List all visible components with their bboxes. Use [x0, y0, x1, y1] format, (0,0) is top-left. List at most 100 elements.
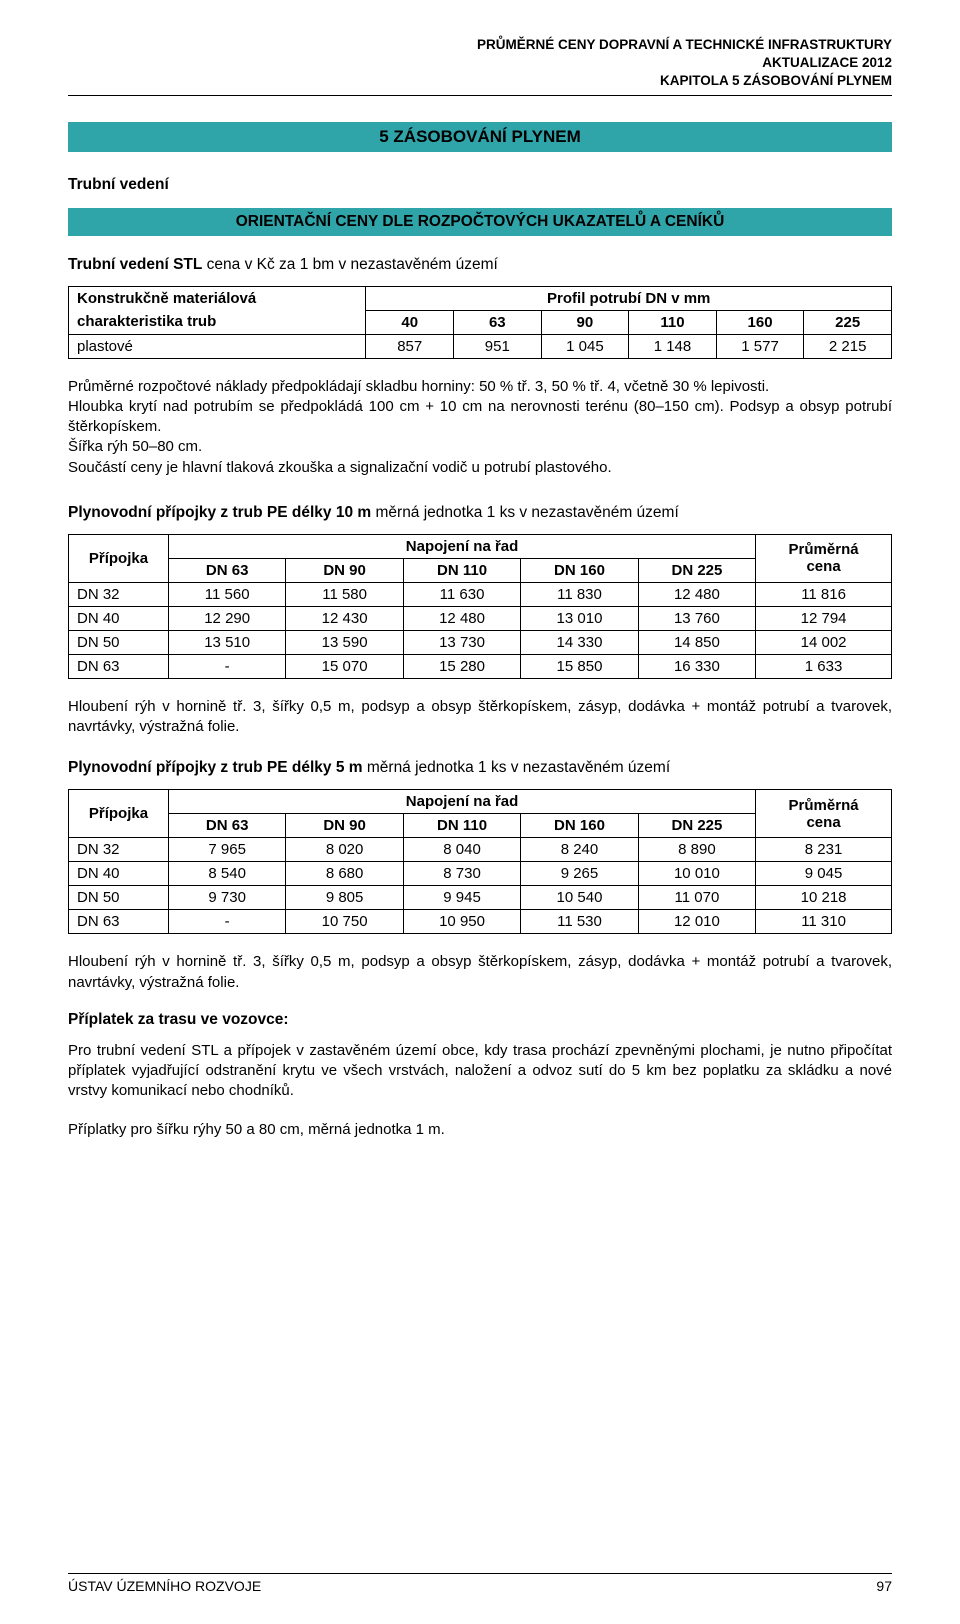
header-line-2: AKTUALIZACE 2012	[68, 54, 892, 72]
table-row: Konstrukčně materiálová Profil potrubí D…	[69, 286, 892, 310]
td-val: 11 070	[638, 886, 755, 910]
table-row: DN 63 - 15 070 15 280 15 850 16 330 1 63…	[69, 654, 892, 678]
table-row: Přípojka Napojení na řad Průměrnácena	[69, 790, 892, 814]
th-col: DN 225	[638, 814, 755, 838]
td-val: 10 218	[756, 886, 892, 910]
td-val: 9 265	[521, 862, 638, 886]
td-val: 12 430	[286, 606, 403, 630]
subheading-priplatek: Příplatek za trasu ve vozovce:	[68, 1011, 892, 1029]
td-val: 8 890	[638, 838, 755, 862]
td-val: 1 577	[716, 334, 804, 358]
td-val: 13 510	[168, 630, 285, 654]
paragraph-block-1: Průměrné rozpočtové náklady předpokládaj…	[68, 377, 892, 478]
th-col: DN 63	[168, 558, 285, 582]
page-header: PRŮMĚRNÉ CENY DOPRAVNÍ A TECHNICKÉ INFRA…	[68, 36, 892, 91]
td-val: 15 070	[286, 654, 403, 678]
para-text: Průměrné rozpočtové náklady předpokládaj…	[68, 378, 769, 395]
td-val: 16 330	[638, 654, 755, 678]
subhead-bold: Trubní vedení STL	[68, 256, 202, 273]
td-val: 11 630	[403, 582, 520, 606]
header-line-1: PRŮMĚRNÉ CENY DOPRAVNÍ A TECHNICKÉ INFRA…	[68, 36, 892, 54]
th-napojeni: Napojení na řad	[168, 790, 755, 814]
section-heading: 5 ZÁSOBOVÁNÍ PLYNEM	[68, 122, 892, 152]
page-footer: ÚSTAV ÚZEMNÍHO ROZVOJE 97	[68, 1573, 892, 1594]
th-col: DN 160	[521, 814, 638, 838]
subheading-trubni-vedeni-stl: Trubní vedení STL cena v Kč za 1 bm v ne…	[68, 256, 892, 274]
td-val: 9 945	[403, 886, 520, 910]
th-col: 90	[541, 310, 629, 334]
subheading-trubni-vedeni: Trubní vedení	[68, 176, 892, 194]
table-row: DN 40 12 290 12 430 12 480 13 010 13 760…	[69, 606, 892, 630]
td-label: DN 40	[69, 862, 169, 886]
td-val: 10 750	[286, 910, 403, 934]
td-val: 9 045	[756, 862, 892, 886]
table-row: plastové 857 951 1 045 1 148 1 577 2 215	[69, 334, 892, 358]
subhead-rest: měrná jednotka 1 ks v nezastavěném území	[371, 504, 679, 521]
th-col: 225	[804, 310, 892, 334]
td-val: 9 805	[286, 886, 403, 910]
table-row: DN 40 8 540 8 680 8 730 9 265 10 010 9 0…	[69, 862, 892, 886]
paragraph-8: Příplatky pro šířku rýhy 50 a 80 cm, měr…	[68, 1120, 892, 1140]
th-col: DN 225	[638, 558, 755, 582]
td-val: 11 310	[756, 910, 892, 934]
th-pripojka: Přípojka	[69, 790, 169, 838]
para-text: Součástí ceny je hlavní tlaková zkouška …	[68, 459, 612, 476]
th-col: DN 63	[168, 814, 285, 838]
td-val: 12 010	[638, 910, 755, 934]
td-val: 14 330	[521, 630, 638, 654]
table-row: charakteristika trub 40 63 90 110 160 22…	[69, 310, 892, 334]
th-col: 110	[629, 310, 717, 334]
th-col: 40	[366, 310, 454, 334]
th-col: DN 110	[403, 814, 520, 838]
td-val: 10 010	[638, 862, 755, 886]
td-val: 8 040	[403, 838, 520, 862]
th-napojeni: Napojení na řad	[168, 534, 755, 558]
td-val: 8 240	[521, 838, 638, 862]
td-val: 13 730	[403, 630, 520, 654]
table-row: DN 50 9 730 9 805 9 945 10 540 11 070 10…	[69, 886, 892, 910]
table-row: DN 50 13 510 13 590 13 730 14 330 14 850…	[69, 630, 892, 654]
td-val: 857	[366, 334, 454, 358]
td-val: 10 540	[521, 886, 638, 910]
td-val: 13 590	[286, 630, 403, 654]
td-val: 15 280	[403, 654, 520, 678]
td-label: DN 50	[69, 630, 169, 654]
td-val: 9 730	[168, 886, 285, 910]
subhead-bold: Plynovodní přípojky z trub PE délky 5 m	[68, 759, 363, 776]
table-profil-potrubi: Konstrukčně materiálová Profil potrubí D…	[68, 286, 892, 359]
para-text: Hloubka krytí nad potrubím se předpoklád…	[68, 398, 892, 435]
td-val: 8 020	[286, 838, 403, 862]
subhead-bold: Plynovodní přípojky z trub PE délky 10 m	[68, 504, 371, 521]
td-val: 1 045	[541, 334, 629, 358]
td-val: 13 010	[521, 606, 638, 630]
th-col: 63	[454, 310, 542, 334]
td-val: 1 148	[629, 334, 717, 358]
th-prumerna-cena: Průměrnácena	[756, 534, 892, 582]
td-val: 11 580	[286, 582, 403, 606]
table-row: Přípojka Napojení na řad Průměrnácena	[69, 534, 892, 558]
td-val: 12 480	[403, 606, 520, 630]
td-val: 1 633	[756, 654, 892, 678]
td-label: DN 50	[69, 886, 169, 910]
td-val: 11 530	[521, 910, 638, 934]
th-col: DN 160	[521, 558, 638, 582]
td-val: -	[168, 654, 285, 678]
td-val: 8 730	[403, 862, 520, 886]
td-label: DN 40	[69, 606, 169, 630]
table-row: DN 32 7 965 8 020 8 040 8 240 8 890 8 23…	[69, 838, 892, 862]
paragraph-6: Hloubení rýh v hornině tř. 3, šířky 0,5 …	[68, 952, 892, 993]
th-col: DN 90	[286, 558, 403, 582]
footer-left: ÚSTAV ÚZEMNÍHO ROZVOJE	[68, 1578, 261, 1594]
th-konstrukce-1: Konstrukčně materiálová	[69, 286, 366, 310]
td-label: DN 63	[69, 654, 169, 678]
td-val: 15 850	[521, 654, 638, 678]
td-val: 11 830	[521, 582, 638, 606]
td-label: plastové	[69, 334, 366, 358]
paragraph-5: Hloubení rýh v hornině tř. 3, šířky 0,5 …	[68, 697, 892, 738]
th-konstrukce-2: charakteristika trub	[69, 310, 366, 334]
td-val: -	[168, 910, 285, 934]
header-line-3: KAPITOLA 5 ZÁSOBOVÁNÍ PLYNEM	[68, 72, 892, 90]
footer-rule	[68, 1573, 892, 1574]
td-val: 951	[454, 334, 542, 358]
td-val: 12 480	[638, 582, 755, 606]
